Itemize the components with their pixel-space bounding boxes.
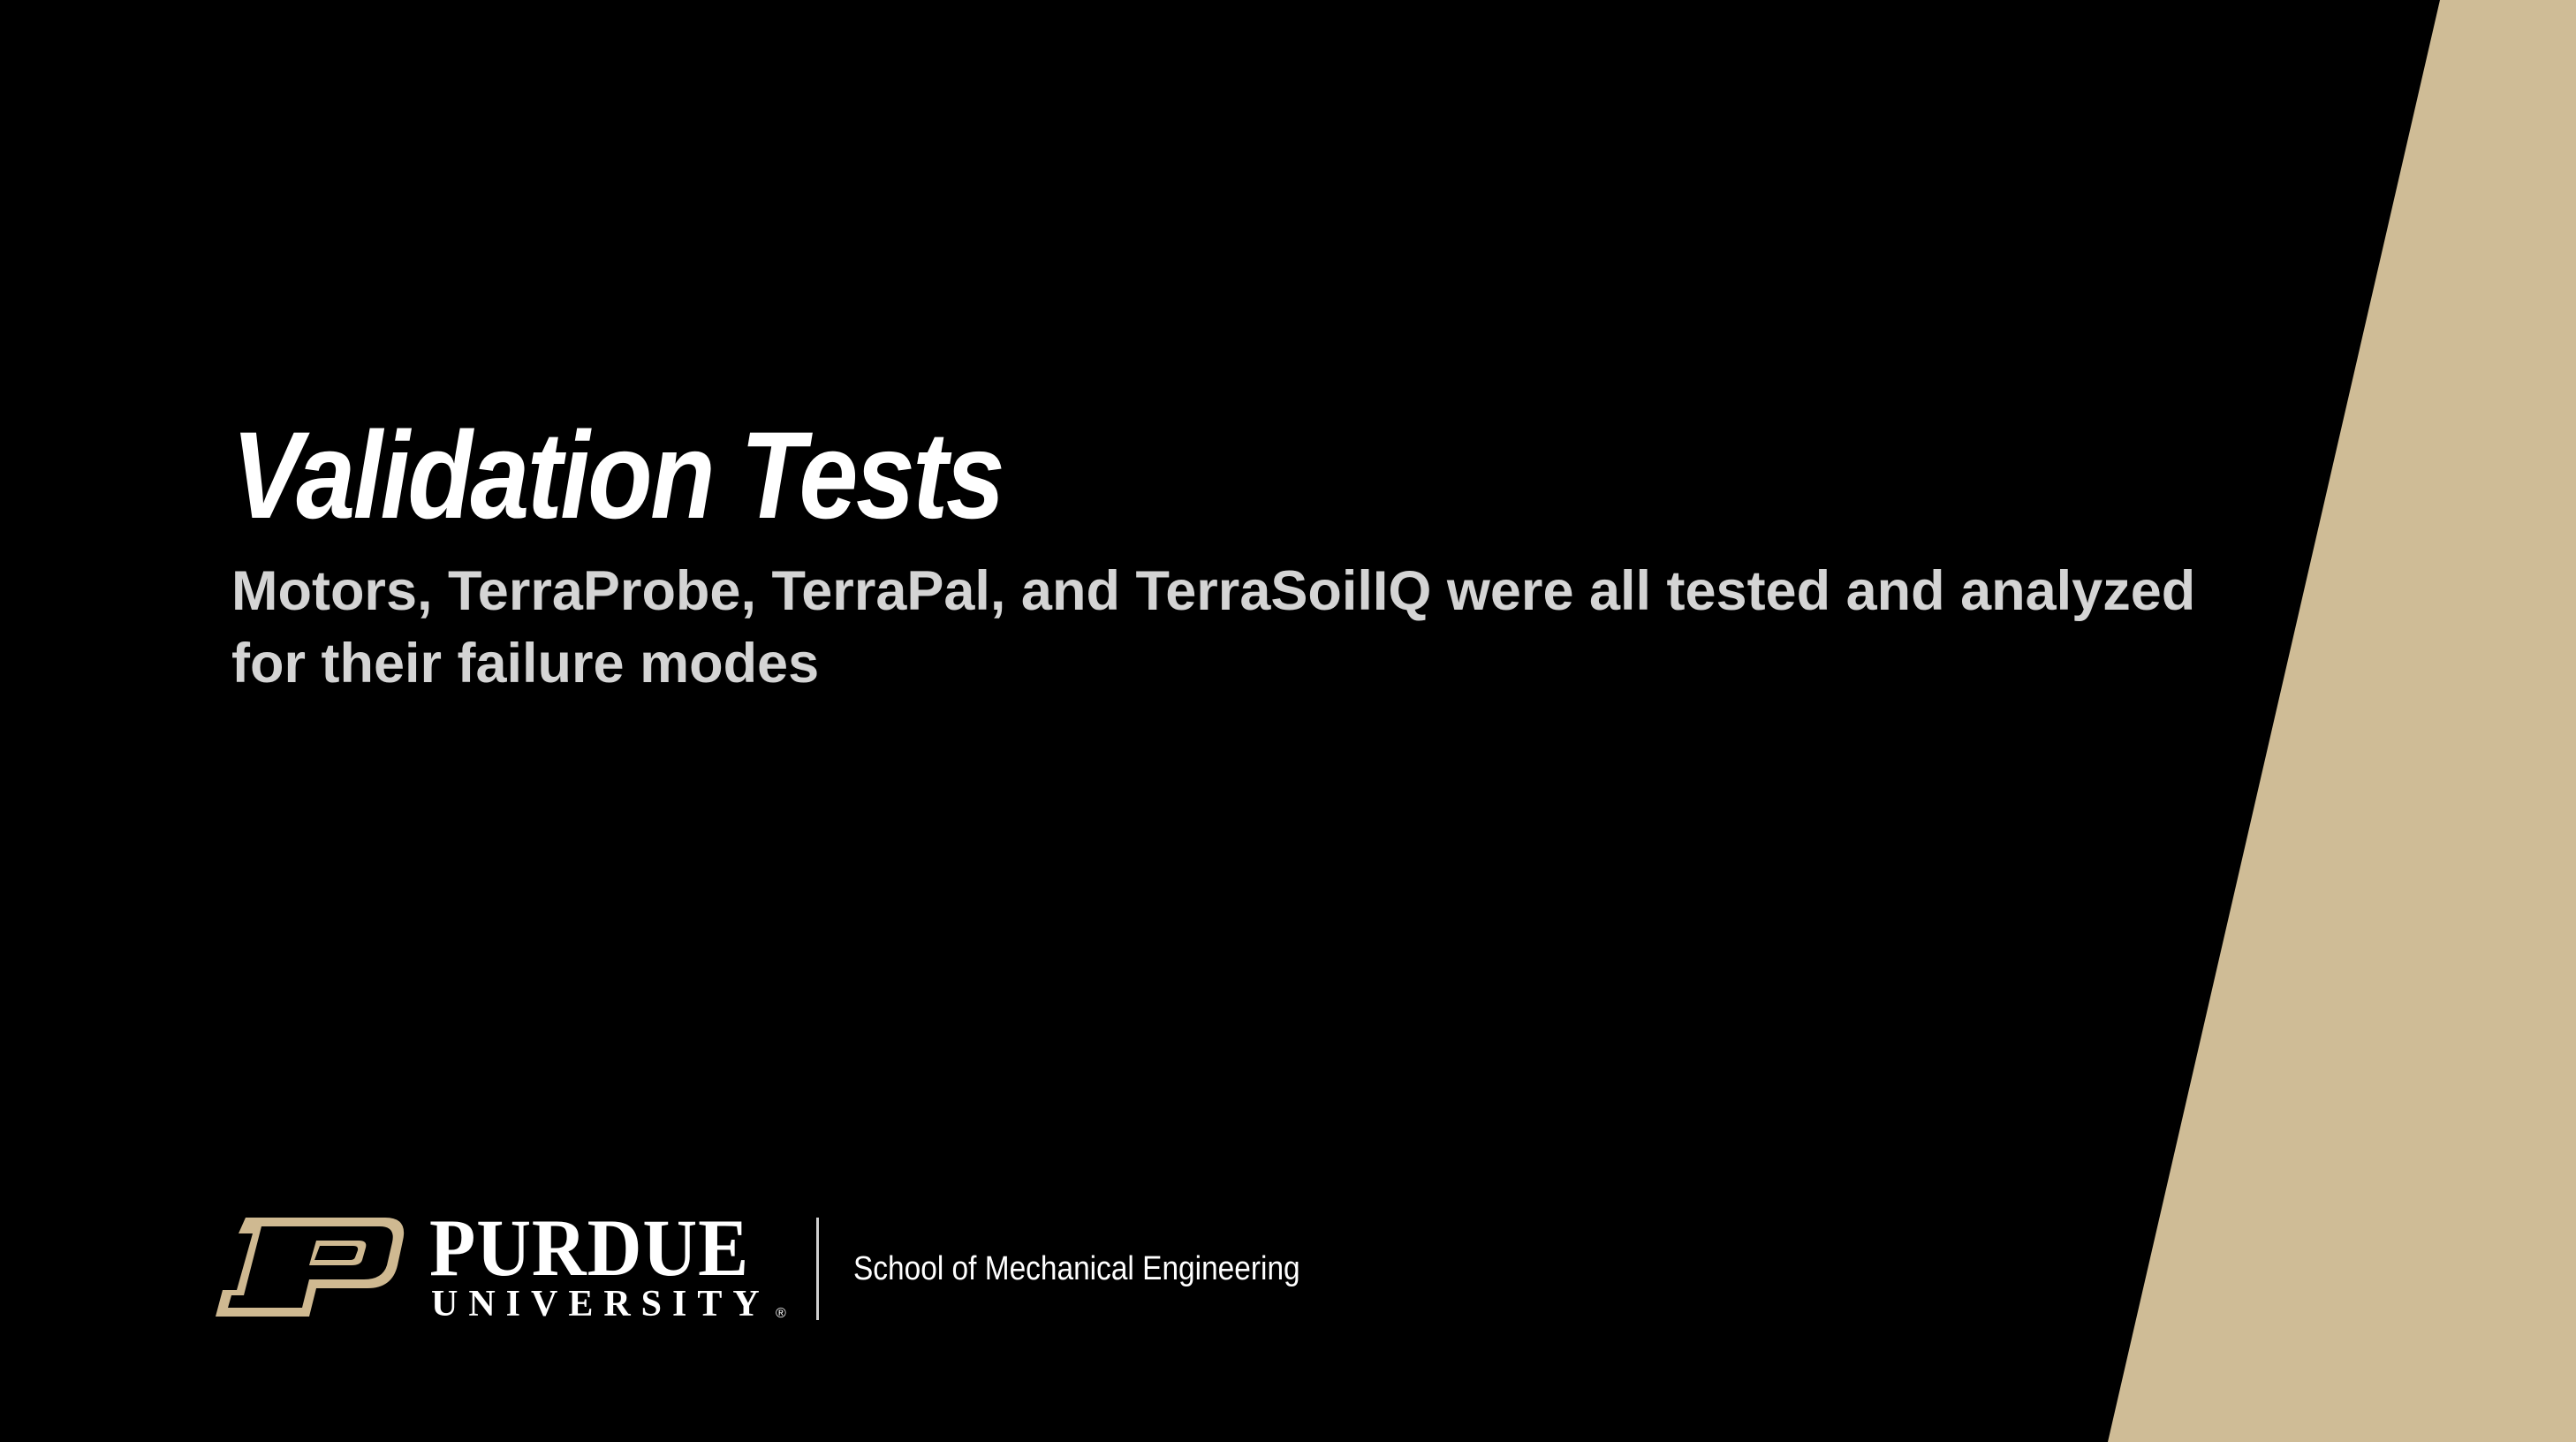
logo-divider <box>816 1218 819 1320</box>
school-name: School of Mechanical Engineering <box>853 1250 1300 1287</box>
purdue-p-icon <box>216 1218 405 1317</box>
slide-subtitle: Motors, TerraProbe, TerraPal, and TerraS… <box>231 560 2196 694</box>
logo-wordmark-university: UNIVERSITY <box>431 1284 770 1324</box>
registered-mark-icon: ® <box>776 1306 786 1321</box>
slide-title: Validation Tests <box>231 406 1005 544</box>
gold-diagonal-shape <box>2108 0 2576 1442</box>
logo-wordmark-purdue: PURDUE <box>429 1203 750 1293</box>
purdue-logo-lockup: PURDUE UNIVERSITY ® School of Mechanical… <box>212 1203 1300 1334</box>
